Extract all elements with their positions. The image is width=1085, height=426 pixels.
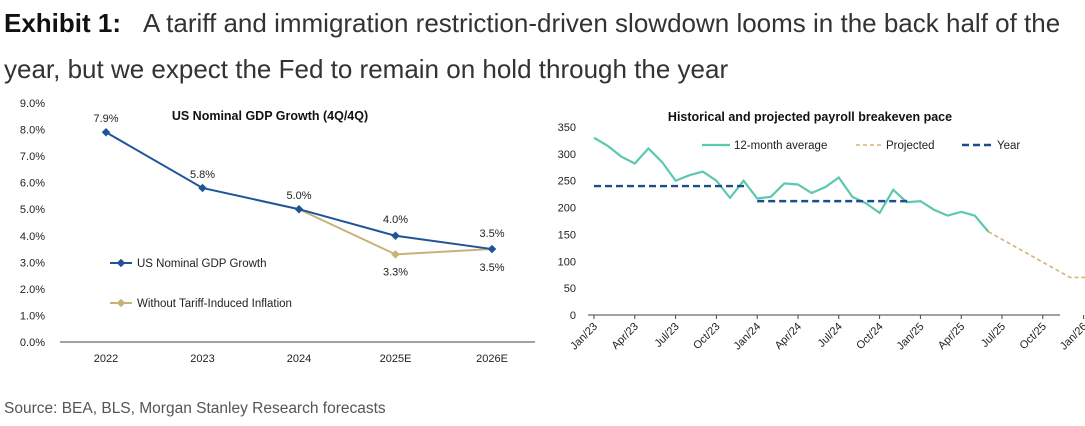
gdp-x-tick-label: 2025E: [380, 353, 412, 365]
payroll-y-tick-label: 200: [558, 203, 576, 215]
gdp-x-tick-label: 2022: [94, 353, 118, 365]
gdp-nominal-data-label: 5.0%: [286, 190, 311, 202]
payroll-12-month-average-line: [593, 136, 990, 233]
payroll-y-tick-label: 250: [558, 176, 576, 188]
gdp-without-tariff-data-label: 3.3%: [383, 266, 408, 278]
payroll-legend-year-label: Year: [997, 140, 1020, 152]
gdp-nominal-data-label: 3.5%: [479, 228, 504, 240]
gdp-without-tariff-data-label: 3.5%: [479, 262, 504, 274]
payroll-x-tick-label: Apr/24: [773, 321, 804, 352]
payroll-legend-projected-label: Projected: [886, 140, 935, 152]
payroll-y-tick-label: 100: [558, 256, 576, 268]
gdp-x-tick-label: 2024: [287, 353, 311, 365]
payroll-x-tick-label: Jan/25: [895, 321, 927, 353]
payroll-y-tick-label: 0: [570, 310, 576, 322]
payroll-legend-average-label: 12-month average: [734, 140, 827, 152]
gdp-nominal-point: [101, 127, 111, 137]
payroll-x-tick-label: Apr/25: [936, 321, 967, 352]
source-note: Source: BEA, BLS, Morgan Stanley Researc…: [4, 400, 386, 417]
payroll-x-tick-label: Oct/24: [854, 321, 885, 352]
gdp-nominal-point: [198, 183, 207, 193]
gdp-y-tick-label: 9.0%: [20, 98, 45, 110]
exhibit-title-block: Exhibit 1: A tariff and immigration restr…: [4, 0, 1082, 92]
gdp-legend-nominal-label: US Nominal GDP Growth: [137, 258, 267, 270]
gdp-without-tariff-point: [391, 250, 400, 259]
gdp-x-tick-label: 2023: [190, 353, 214, 365]
payroll-x-tick-label: Apr/23: [610, 321, 641, 352]
gdp-y-tick-label: 1.0%: [20, 310, 45, 322]
payroll-x-tick-label: Jul/25: [979, 321, 1008, 350]
payroll-x-tick-label: Jul/24: [816, 321, 845, 350]
gdp-y-tick-label: 0.0%: [20, 337, 45, 349]
payroll-projected-line: [988, 231, 1085, 279]
payroll-x-tick-label: Jan/23: [568, 321, 600, 353]
gdp-nominal-data-label: 4.0%: [383, 214, 408, 226]
payroll-chart-title: Historical and projected payroll breakev…: [668, 110, 952, 124]
gdp-y-tick-label: 2.0%: [20, 284, 45, 296]
payroll-y-tick-label: 50: [564, 283, 576, 295]
gdp-y-tick-label: 5.0%: [20, 204, 45, 216]
exhibit-title: A tariff and immigration restriction-dri…: [4, 8, 1061, 84]
gdp-legend-nominal-marker: [116, 258, 126, 268]
payroll-x-tick-label: Oct/23: [691, 321, 722, 352]
payroll-x-tick-label: Oct/25: [1018, 321, 1049, 352]
payroll-y-tick-label: 350: [558, 122, 576, 134]
gdp-nominal-point: [294, 204, 304, 214]
gdp-nominal-point: [487, 244, 497, 254]
gdp-chart-title: US Nominal GDP Growth (4Q/4Q): [172, 109, 368, 123]
gdp-y-tick-label: 4.0%: [20, 231, 45, 243]
gdp-nominal-data-label: 5.8%: [190, 169, 215, 181]
gdp-nominal-point: [391, 231, 400, 241]
gdp-y-tick-label: 8.0%: [20, 125, 45, 137]
payroll-x-tick-label: Jan/26: [1058, 321, 1085, 353]
payroll-y-tick-label: 300: [558, 149, 576, 161]
gdp-nominal-data-label: 7.9%: [93, 113, 118, 125]
gdp-legend-without-tariff-marker: [116, 298, 126, 308]
payroll-x-tick-label: Jul/23: [652, 321, 681, 350]
gdp-y-tick-label: 3.0%: [20, 257, 45, 269]
gdp-x-tick-label: 2026E: [476, 353, 508, 365]
payroll-y-tick-label: 150: [558, 229, 576, 241]
exhibit-label: Exhibit 1:: [4, 8, 122, 38]
payroll-x-tick-label: Jan/24: [731, 321, 763, 353]
gdp-y-tick-label: 7.0%: [20, 151, 45, 163]
gdp-legend-without-tariff-label: Without Tariff-Induced Inflation: [137, 298, 292, 310]
gdp-y-tick-label: 6.0%: [20, 178, 45, 190]
